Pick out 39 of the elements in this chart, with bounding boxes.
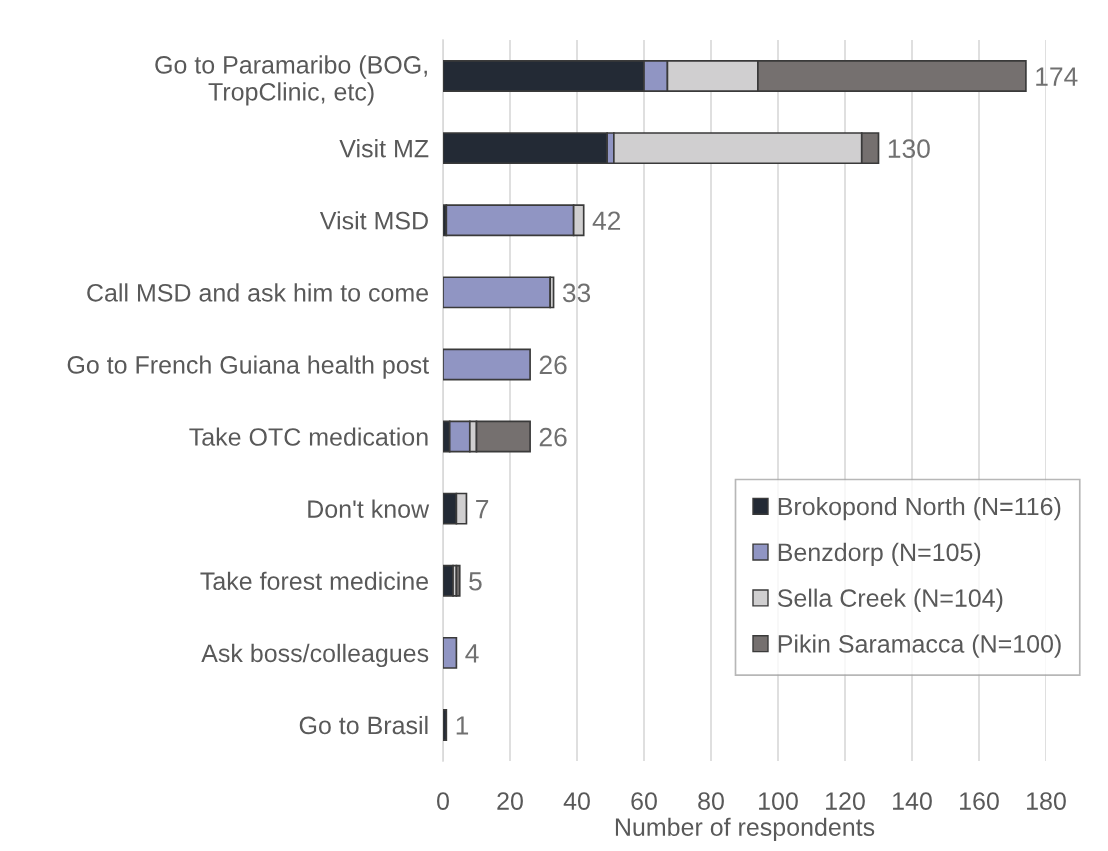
x-tick-label: 160 [960,792,999,810]
x-tick-label: 0 [437,792,449,810]
total-label: 130 [888,139,930,159]
y-tick-label: Visit MSD [319,211,428,230]
y-tick-label: Visit MZ [339,139,429,158]
y-tick-label: Go to French Guiana health post [67,355,429,379]
total-label: 4 [465,644,479,663]
total-label: 7 [476,500,489,519]
total-label: 33 [562,283,591,303]
x-tick-label: 140 [893,792,932,810]
y-tick-label: Go to Paramaribo (BOG, TropClinic, etc) [155,55,427,106]
legend-label: Pikin Saramacca (N=100) [778,634,1061,658]
y-tick-label: Go to Brasil [299,715,428,735]
total-label: 5 [469,572,482,591]
y-tick-label: Call MSD and ask him to come [87,283,429,302]
x-tick-label: 40 [563,792,590,810]
x-tick-label: 180 [1027,792,1066,810]
x-tick-label: 120 [826,792,865,810]
y-tick-label: Ask boss/colleagues [201,643,429,668]
legend-label: Benzdorp (N=105) [778,542,981,567]
legend-label: Brokopond North (N=116) [778,496,1061,521]
x-tick-label: 100 [759,792,798,810]
bar [443,708,448,741]
bar [443,636,458,669]
x-tick-label: 20 [497,792,523,810]
legend-label: Sella Creek (N=104) [777,588,1003,612]
total-label: 26 [539,355,567,375]
y-tick-label: Take forest medicine [200,571,429,591]
x-tick-label: 60 [631,792,657,810]
total-label: 42 [592,211,621,230]
bar [443,348,531,381]
total-label: 174 [1036,67,1078,86]
total-label: 26 [539,427,567,447]
y-tick-label: Don't know [308,499,430,518]
y-tick-label: Take OTC medication [189,427,428,446]
bar [443,276,552,309]
x-tick-label: 80 [698,792,724,810]
x-axis-title: Number of respondents [615,817,875,841]
total-label: 1 [456,716,469,735]
